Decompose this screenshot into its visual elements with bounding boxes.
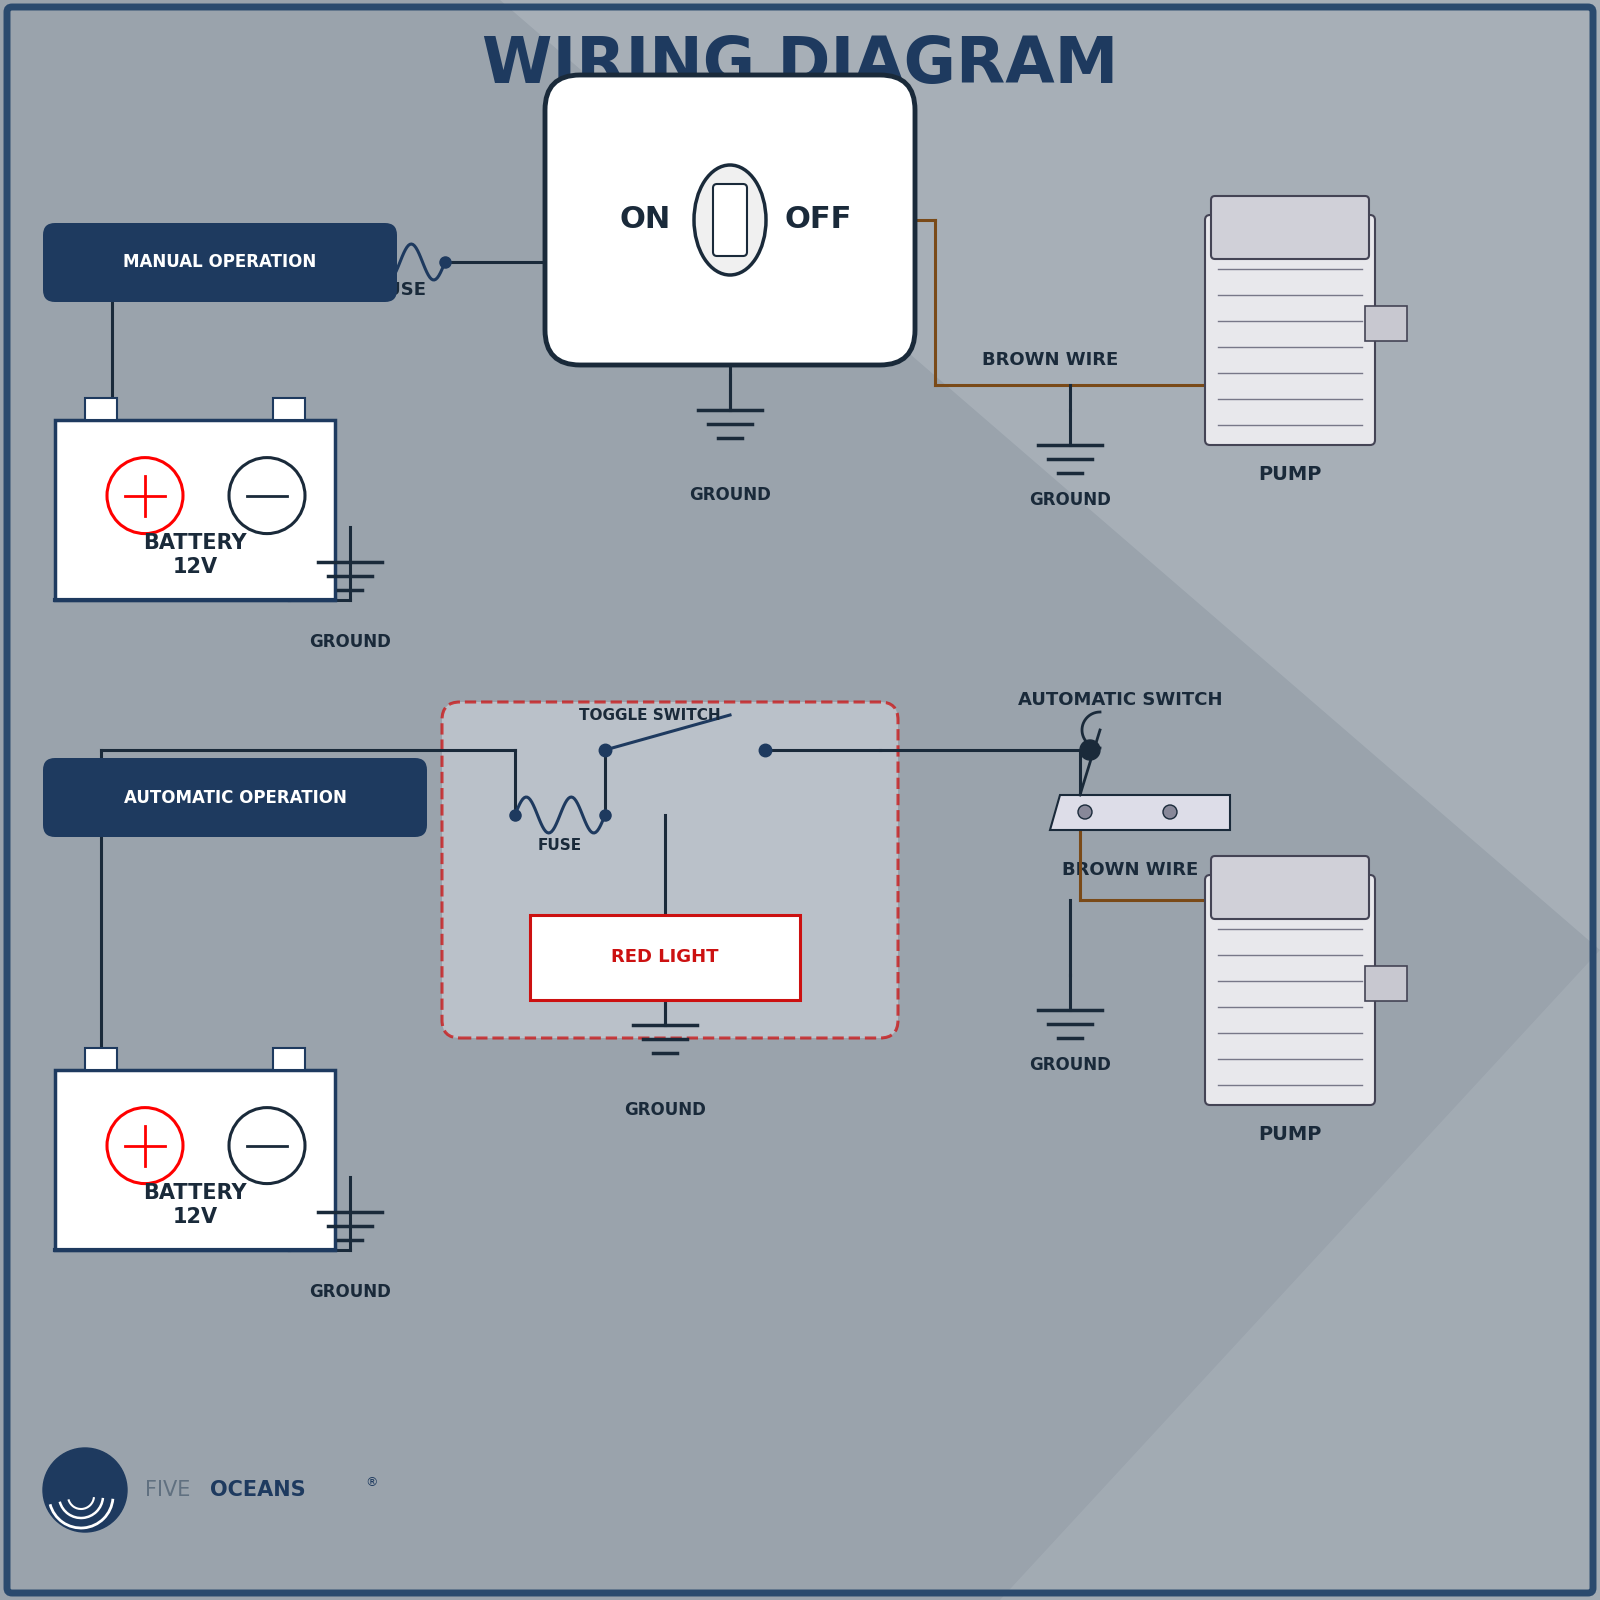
Circle shape bbox=[1163, 805, 1178, 819]
Text: RED LIGHT: RED LIGHT bbox=[611, 949, 718, 966]
Text: OCEANS: OCEANS bbox=[210, 1480, 306, 1501]
Bar bbox=[1365, 966, 1406, 1002]
Text: PUMP: PUMP bbox=[1258, 466, 1322, 485]
FancyBboxPatch shape bbox=[546, 75, 915, 365]
Polygon shape bbox=[499, 0, 1600, 950]
Text: FUSE: FUSE bbox=[538, 837, 582, 853]
FancyBboxPatch shape bbox=[1211, 856, 1370, 918]
Bar bbox=[1365, 306, 1406, 341]
FancyBboxPatch shape bbox=[43, 758, 427, 837]
Text: BATTERY
12V: BATTERY 12V bbox=[142, 533, 246, 576]
Text: OFF: OFF bbox=[784, 205, 851, 235]
Text: FIVE: FIVE bbox=[146, 1480, 190, 1501]
Text: ®: ® bbox=[365, 1477, 378, 1490]
Text: MANUAL OPERATION: MANUAL OPERATION bbox=[123, 253, 317, 270]
FancyBboxPatch shape bbox=[54, 419, 334, 600]
Text: GROUND: GROUND bbox=[309, 634, 390, 651]
Ellipse shape bbox=[694, 165, 766, 275]
Circle shape bbox=[1080, 739, 1101, 760]
Text: FUSE: FUSE bbox=[374, 282, 426, 299]
Text: GROUND: GROUND bbox=[1029, 1056, 1110, 1074]
Text: BROWN WIRE: BROWN WIRE bbox=[982, 350, 1118, 370]
Circle shape bbox=[43, 1448, 126, 1533]
Text: GROUND: GROUND bbox=[690, 486, 771, 504]
FancyBboxPatch shape bbox=[442, 702, 898, 1038]
FancyBboxPatch shape bbox=[54, 1070, 334, 1250]
FancyBboxPatch shape bbox=[43, 222, 397, 302]
FancyBboxPatch shape bbox=[530, 915, 800, 1000]
Text: PUMP: PUMP bbox=[1258, 1125, 1322, 1144]
Polygon shape bbox=[450, 950, 1600, 1600]
Text: AUTOMATIC SWITCH: AUTOMATIC SWITCH bbox=[1018, 691, 1222, 709]
Text: GROUND: GROUND bbox=[1029, 491, 1110, 509]
Text: BATTERY
12V: BATTERY 12V bbox=[142, 1184, 246, 1227]
FancyBboxPatch shape bbox=[1205, 875, 1374, 1106]
FancyBboxPatch shape bbox=[1211, 195, 1370, 259]
Text: ON: ON bbox=[619, 205, 670, 235]
Polygon shape bbox=[1050, 795, 1230, 830]
Text: GROUND: GROUND bbox=[309, 1283, 390, 1301]
Text: TOGGLE SWITCH: TOGGLE SWITCH bbox=[579, 707, 722, 723]
Bar bbox=[274, 398, 306, 419]
Text: AUTOMATIC OPERATION: AUTOMATIC OPERATION bbox=[123, 789, 347, 806]
Bar bbox=[274, 1048, 306, 1070]
Text: BROWN WIRE: BROWN WIRE bbox=[1062, 861, 1198, 878]
Text: GROUND: GROUND bbox=[624, 1101, 706, 1118]
Bar bbox=[85, 398, 117, 419]
Text: WIRING DIAGRAM: WIRING DIAGRAM bbox=[482, 34, 1118, 96]
FancyBboxPatch shape bbox=[1205, 214, 1374, 445]
Circle shape bbox=[1078, 805, 1091, 819]
Bar bbox=[85, 1048, 117, 1070]
FancyBboxPatch shape bbox=[714, 184, 747, 256]
